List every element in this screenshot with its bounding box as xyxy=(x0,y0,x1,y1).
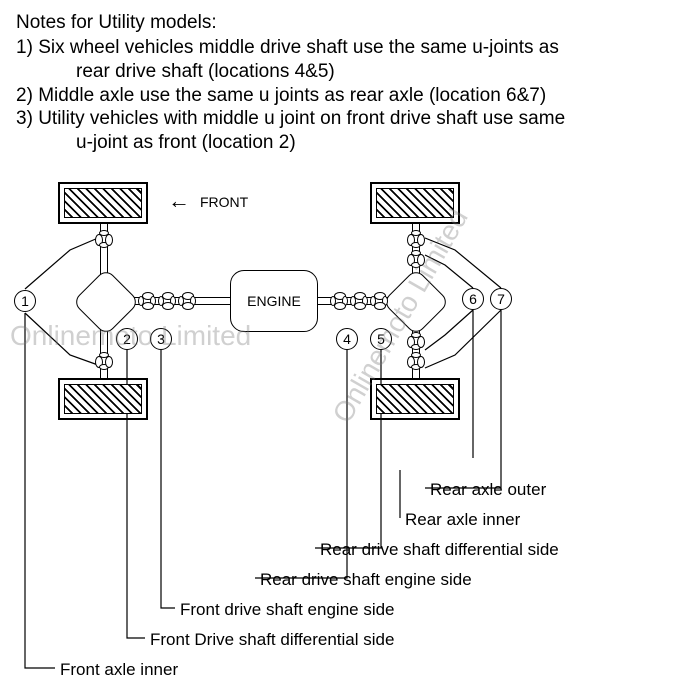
note-1-cont: rear drive shaft (locations 4&5) xyxy=(16,60,684,84)
ujoint-h-3 xyxy=(330,292,348,310)
notes-title: Notes for Utility models: xyxy=(16,12,684,34)
ujoint-v-0 xyxy=(95,230,113,248)
label-rear-diff-side: Rear drive shaft differential side xyxy=(320,540,559,560)
tire-3 xyxy=(370,378,460,420)
label-rear-engine-side: Rear drive shaft engine side xyxy=(260,570,472,590)
notes-block: Notes for Utility models: 1) Six wheel v… xyxy=(0,0,700,163)
note-3: 3) Utility vehicles with middle u joint … xyxy=(16,107,684,131)
callout-6: 6 xyxy=(462,288,484,310)
tire-1 xyxy=(58,378,148,420)
callout-1: 1 xyxy=(14,290,36,312)
ujoint-h-5 xyxy=(370,292,388,310)
engine-block: ENGINE xyxy=(230,270,318,332)
callout-2: 2 xyxy=(116,328,138,350)
ujoint-v-1 xyxy=(95,352,113,370)
note-3-cont: u-joint as front (location 2) xyxy=(16,131,684,155)
note-2: 2) Middle axle use the same u joints as … xyxy=(16,84,684,108)
ujoint-h-1 xyxy=(158,292,176,310)
note-1: 1) Six wheel vehicles middle drive shaft… xyxy=(16,36,684,60)
ujoint-v-2 xyxy=(407,230,425,248)
ujoint-v-4 xyxy=(407,332,425,350)
front-arrow-icon: ← xyxy=(168,188,190,214)
label-front-diff-side: Front Drive shaft differential side xyxy=(150,630,394,650)
ujoint-v-3 xyxy=(407,250,425,268)
ujoint-h-2 xyxy=(178,292,196,310)
label-rear-axle-inner: Rear axle inner xyxy=(405,510,520,530)
ujoint-h-4 xyxy=(350,292,368,310)
callout-3: 3 xyxy=(150,328,172,350)
front-label: FRONT xyxy=(200,194,248,210)
ujoint-h-0 xyxy=(138,292,156,310)
label-rear-axle-outer: Rear axle outer xyxy=(430,480,546,500)
callout-5: 5 xyxy=(370,328,392,350)
label-front-axle-inner: Front axle inner xyxy=(60,660,178,680)
diagram: ENGINE ← FRONT 1 23 45 67 Rear axle outer Rear a… xyxy=(0,170,700,700)
label-front-engine-side: Front drive shaft engine side xyxy=(180,600,395,620)
callout-7: 7 xyxy=(490,288,512,310)
tire-0 xyxy=(58,182,148,224)
tire-2 xyxy=(370,182,460,224)
ujoint-v-5 xyxy=(407,352,425,370)
callout-4: 4 xyxy=(336,328,358,350)
